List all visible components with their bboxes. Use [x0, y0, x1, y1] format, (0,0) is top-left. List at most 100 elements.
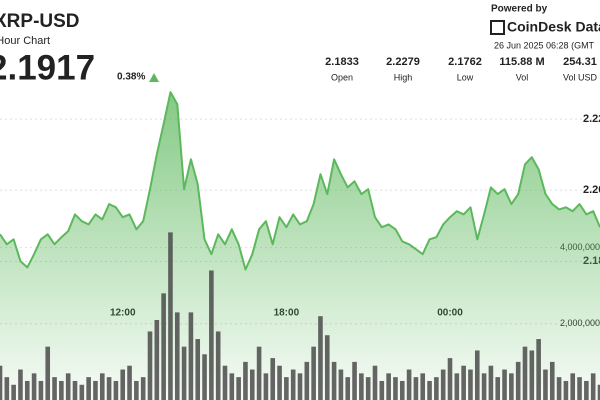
volume-bar	[393, 377, 398, 400]
volume-bar	[304, 361, 310, 400]
volume-bar	[522, 346, 528, 400]
current-price: 2.1917	[0, 48, 95, 87]
volume-bar	[434, 377, 439, 400]
volume-bar	[263, 373, 269, 400]
volume-bar	[4, 377, 10, 400]
volume-bar	[120, 369, 126, 400]
volume-bar	[359, 373, 364, 400]
volume-bar	[24, 380, 30, 400]
volume-bar	[311, 346, 316, 400]
volume-bar	[502, 369, 507, 400]
volume-bar	[0, 365, 3, 400]
stat-label: High	[394, 72, 413, 82]
volume-bar	[140, 377, 146, 400]
volume-bar	[154, 320, 160, 400]
volume-bar	[277, 365, 282, 400]
up-arrow	[149, 73, 159, 82]
volume-bar	[577, 377, 582, 400]
stat-value: 2.1833	[325, 56, 359, 68]
logo: CoinDesk Data	[507, 19, 600, 35]
volume-bar	[243, 361, 248, 400]
volume-bar	[461, 365, 466, 400]
logo-icon	[490, 20, 505, 35]
price-line	[0, 91, 600, 271]
stat-value: 2.2279	[386, 56, 420, 68]
volume-bar	[290, 369, 296, 400]
volume-bar	[386, 373, 391, 400]
volume-bar	[338, 369, 344, 400]
volume-bar	[195, 339, 201, 400]
volume-bar	[113, 380, 119, 400]
volume-bar	[495, 377, 501, 400]
price-change: 0.38%	[117, 72, 145, 83]
price-area	[0, 92, 600, 400]
chart-title: XRP-USD	[0, 11, 80, 32]
volume-bar	[352, 361, 357, 400]
volume-bar	[399, 380, 405, 400]
volume-bar	[174, 312, 180, 400]
stat-value: 2.1762	[448, 56, 482, 68]
volume-bar	[72, 380, 78, 400]
volume-bar	[99, 373, 105, 400]
volume-bar	[597, 384, 600, 400]
volume-bar	[65, 373, 71, 400]
volume-bar	[38, 380, 44, 400]
volume-bar	[372, 365, 378, 400]
volume-bar	[590, 373, 596, 400]
plot-area: 2.182.202.222,000,0004,000,00012:0018:00…	[0, 91, 600, 400]
volume-bar	[427, 380, 432, 400]
volume-bar	[318, 316, 323, 400]
volume-bar	[379, 380, 385, 400]
volume-bar	[297, 373, 303, 400]
volume-bar	[413, 377, 419, 400]
volume-bar	[584, 380, 589, 400]
volume-bar	[52, 377, 57, 400]
y-tick-label: 2.22	[583, 113, 600, 125]
volume-bar	[556, 377, 562, 400]
volume-bar	[406, 369, 412, 400]
volume-bar	[324, 335, 330, 400]
volume-bar	[515, 361, 521, 400]
volume-bar	[168, 232, 173, 400]
y-tick-label: 2.20	[583, 184, 600, 196]
volume-bar	[215, 331, 221, 400]
stat-label: Vol	[516, 72, 529, 82]
volume-bar	[188, 312, 194, 400]
stats: 2.1833 Open 2.2279 High 2.1762 Low 115.88 M Vol…	[325, 56, 597, 82]
volume-bar	[365, 377, 371, 400]
volume-bar	[134, 380, 139, 400]
volume-bar	[440, 369, 446, 400]
powered-by: Powered by	[491, 4, 548, 15]
stat-label: Vol USD	[563, 72, 598, 82]
volume-bar	[345, 377, 351, 400]
volume-bar	[447, 358, 453, 400]
volume-bar	[209, 270, 214, 400]
stat-label: Open	[331, 72, 353, 82]
stat-value: 115.88 M	[499, 56, 544, 68]
volume-bar	[529, 350, 535, 400]
volume-bar	[161, 293, 166, 400]
stat-value: 254.31	[563, 56, 597, 68]
volume-bar	[256, 346, 262, 400]
volume-bar	[481, 373, 487, 400]
volume-bar	[11, 384, 16, 400]
volume-bar	[509, 373, 514, 400]
volume-bar	[420, 373, 426, 400]
chart-subtitle: 24 Hour Chart	[0, 35, 50, 47]
volume-bar	[222, 365, 228, 400]
volume-bar	[468, 369, 473, 400]
volume-bar	[331, 361, 337, 400]
volume-bar	[45, 346, 51, 400]
volume-bar	[536, 339, 541, 400]
volume-bar	[127, 365, 132, 400]
volume-bar	[18, 369, 23, 400]
volume-bar	[549, 361, 555, 400]
volume-bar	[488, 365, 494, 400]
volume-bar	[59, 380, 64, 400]
volume-bar	[563, 380, 569, 400]
volume-bar	[106, 377, 112, 400]
volume-bar	[31, 373, 37, 400]
volume-bar	[454, 373, 460, 400]
